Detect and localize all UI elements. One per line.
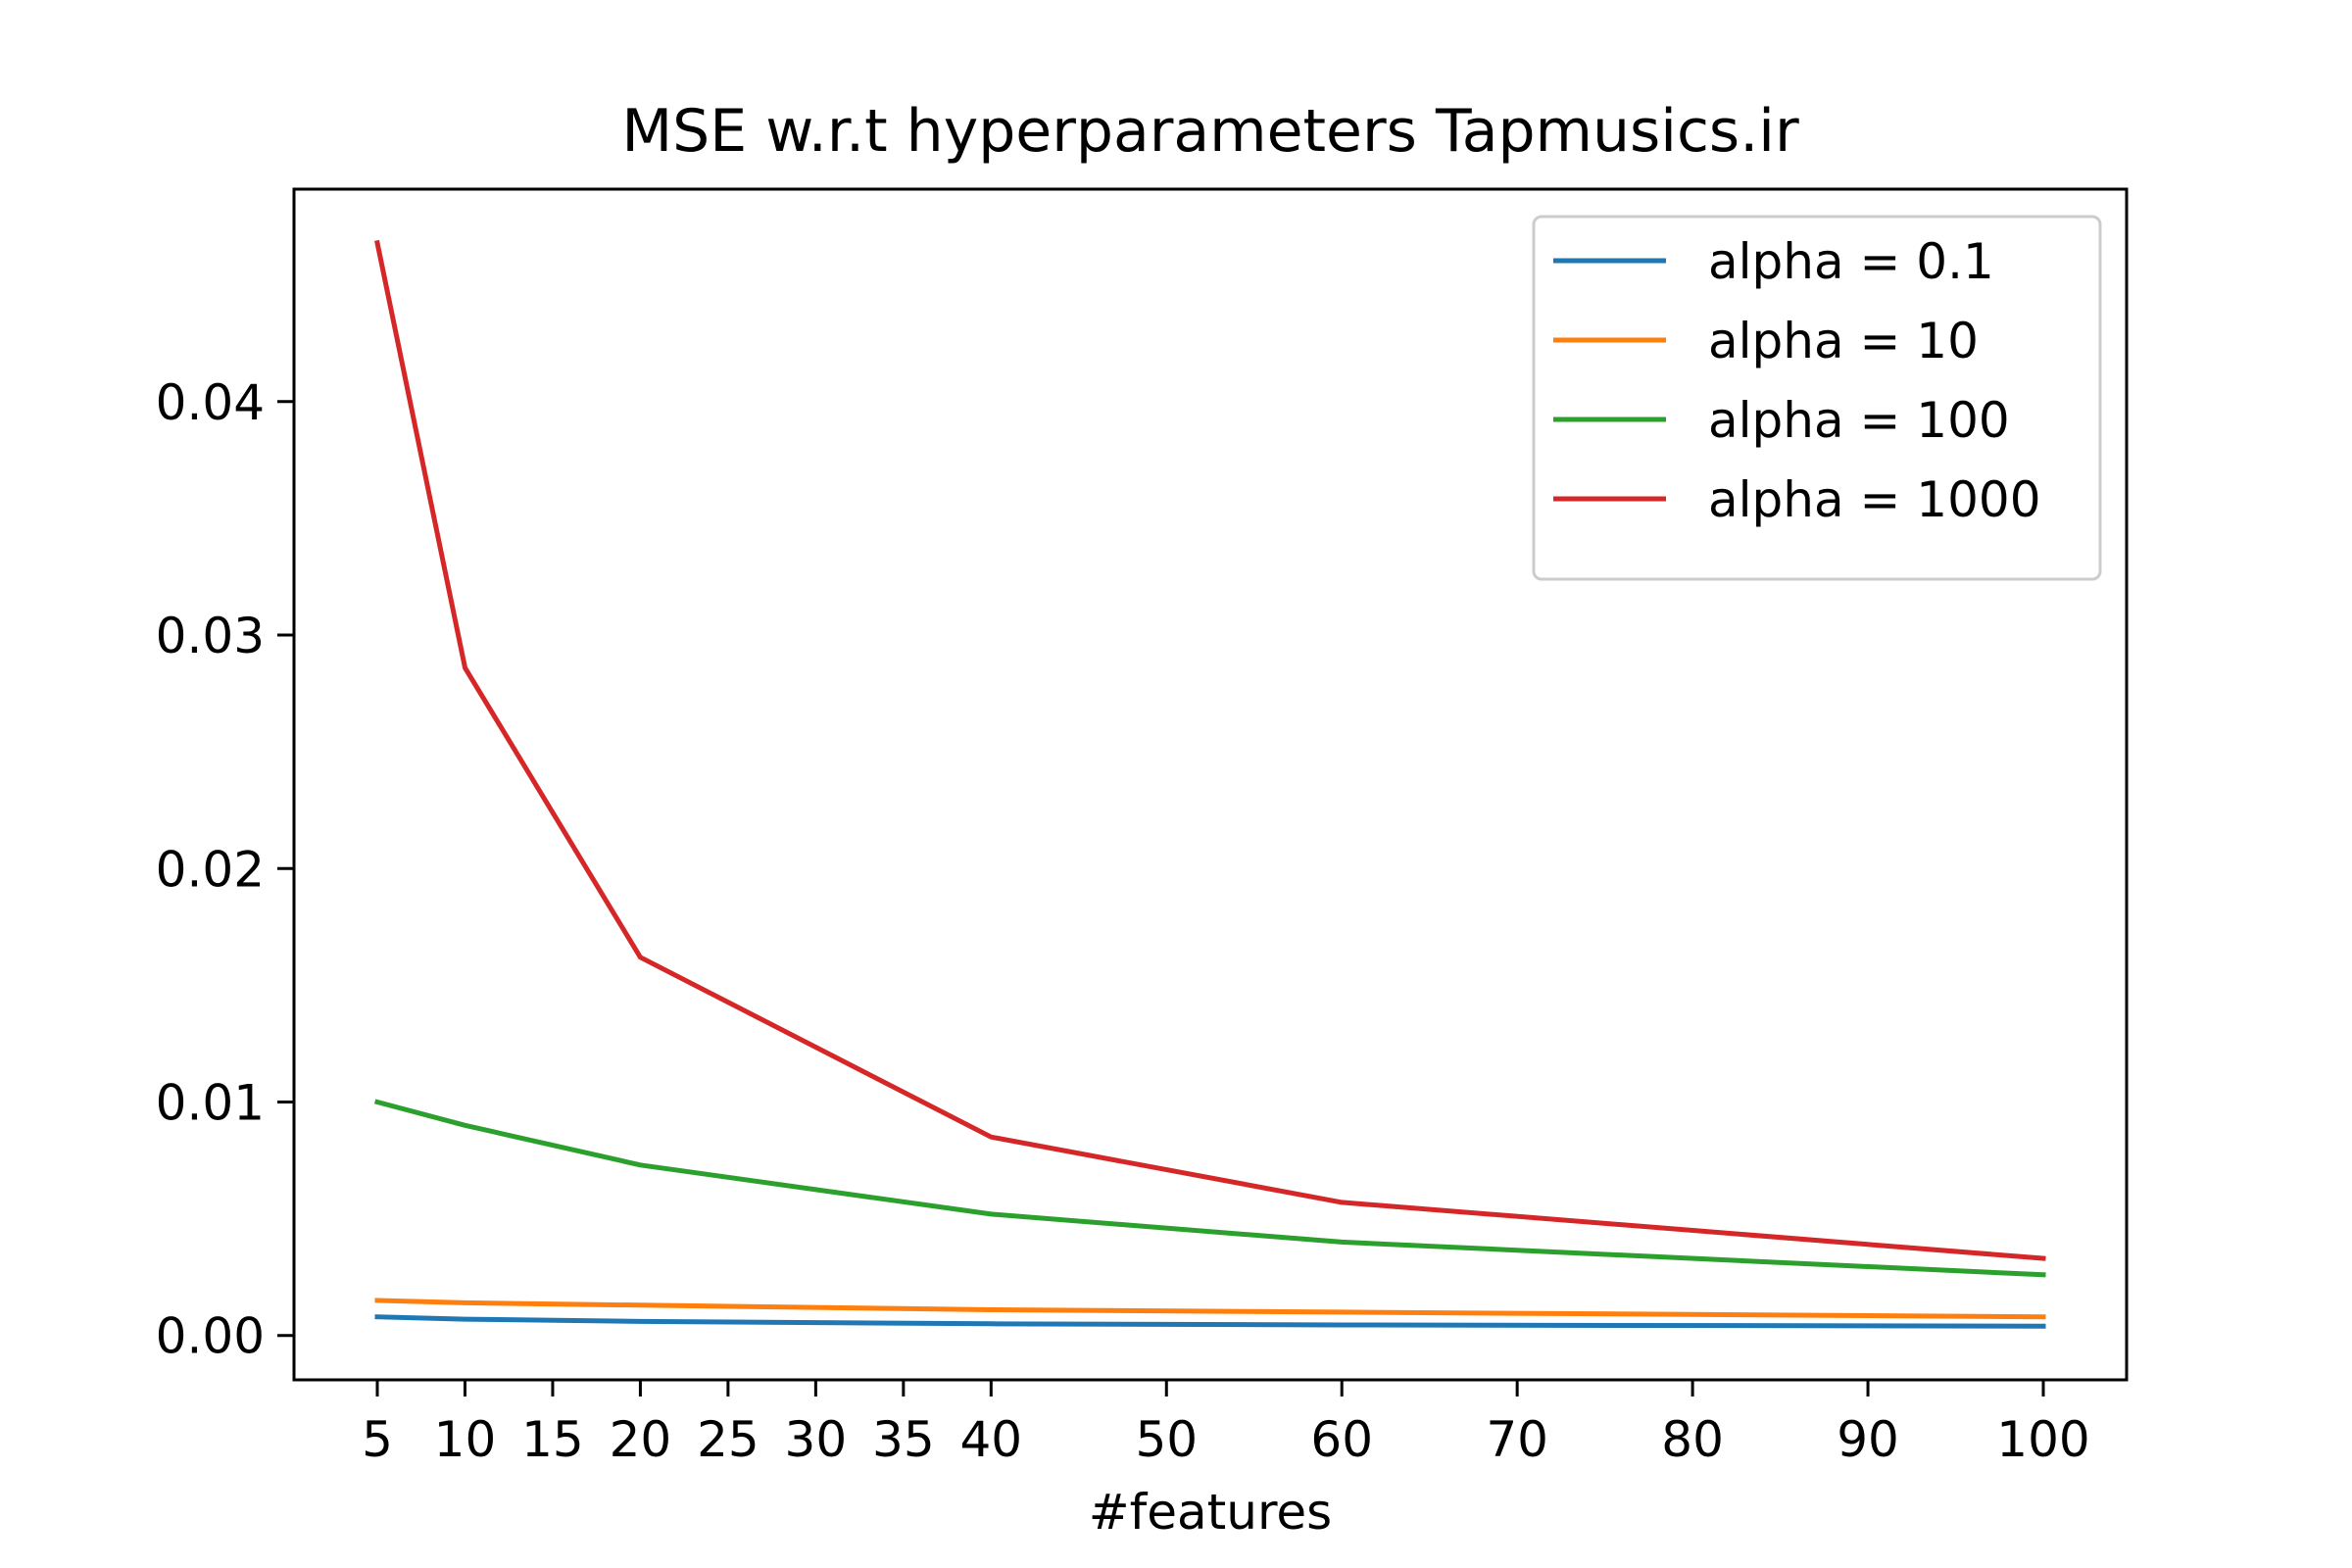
x-axis-label: #features	[1089, 1484, 1332, 1541]
series-line-3	[374, 239, 2046, 1261]
x-tick-label: 100	[1996, 1411, 2089, 1468]
x-tick-label: 80	[1661, 1411, 1724, 1468]
series-line-1	[374, 1298, 2046, 1320]
y-axis-ticks: 0.00 0.01 0.02 0.03 0.04	[156, 374, 294, 1365]
legend-label-0: alpha = 0.1	[1708, 233, 1994, 290]
series-layer	[373, 239, 2046, 1329]
y-tick-label: 0.00	[156, 1308, 265, 1365]
y-tick-label: 0.01	[156, 1075, 265, 1132]
legend: alpha = 0.1 alpha = 10 alpha = 100 alpha = …	[1532, 215, 2102, 581]
x-tick-label: 20	[610, 1411, 672, 1468]
x-tick-label: 5	[362, 1411, 393, 1468]
legend-label-1: alpha = 10	[1708, 313, 1979, 369]
series-line-2	[373, 1099, 2046, 1278]
legend-box	[1532, 215, 2102, 581]
x-tick-label: 60	[1310, 1411, 1373, 1468]
y-tick-label: 0.03	[156, 608, 265, 664]
chart-title: MSE w.r.t hyperparameters Tapmusics.ir	[621, 97, 1799, 166]
x-tick-label: 10	[434, 1411, 497, 1468]
series-line-0	[374, 1314, 2046, 1329]
x-tick-label: 25	[697, 1411, 760, 1468]
x-tick-label: 40	[960, 1411, 1023, 1468]
x-tick-label: 30	[785, 1411, 848, 1468]
x-tick-label: 70	[1486, 1411, 1548, 1468]
legend-label-2: alpha = 100	[1708, 392, 2010, 449]
x-tick-label: 15	[521, 1411, 584, 1468]
y-tick-label: 0.02	[156, 841, 265, 898]
legend-label-3: alpha = 1000	[1708, 471, 2041, 528]
x-axis-ticks: 5 10 15 20 25 30 35 40 50 60 70 80 90 100	[362, 1380, 2090, 1468]
x-tick-label: 50	[1135, 1411, 1198, 1468]
plot-frame	[292, 187, 2129, 1382]
x-tick-label: 35	[872, 1411, 935, 1468]
y-tick-label: 0.04	[156, 374, 265, 431]
x-tick-label: 90	[1837, 1411, 1899, 1468]
